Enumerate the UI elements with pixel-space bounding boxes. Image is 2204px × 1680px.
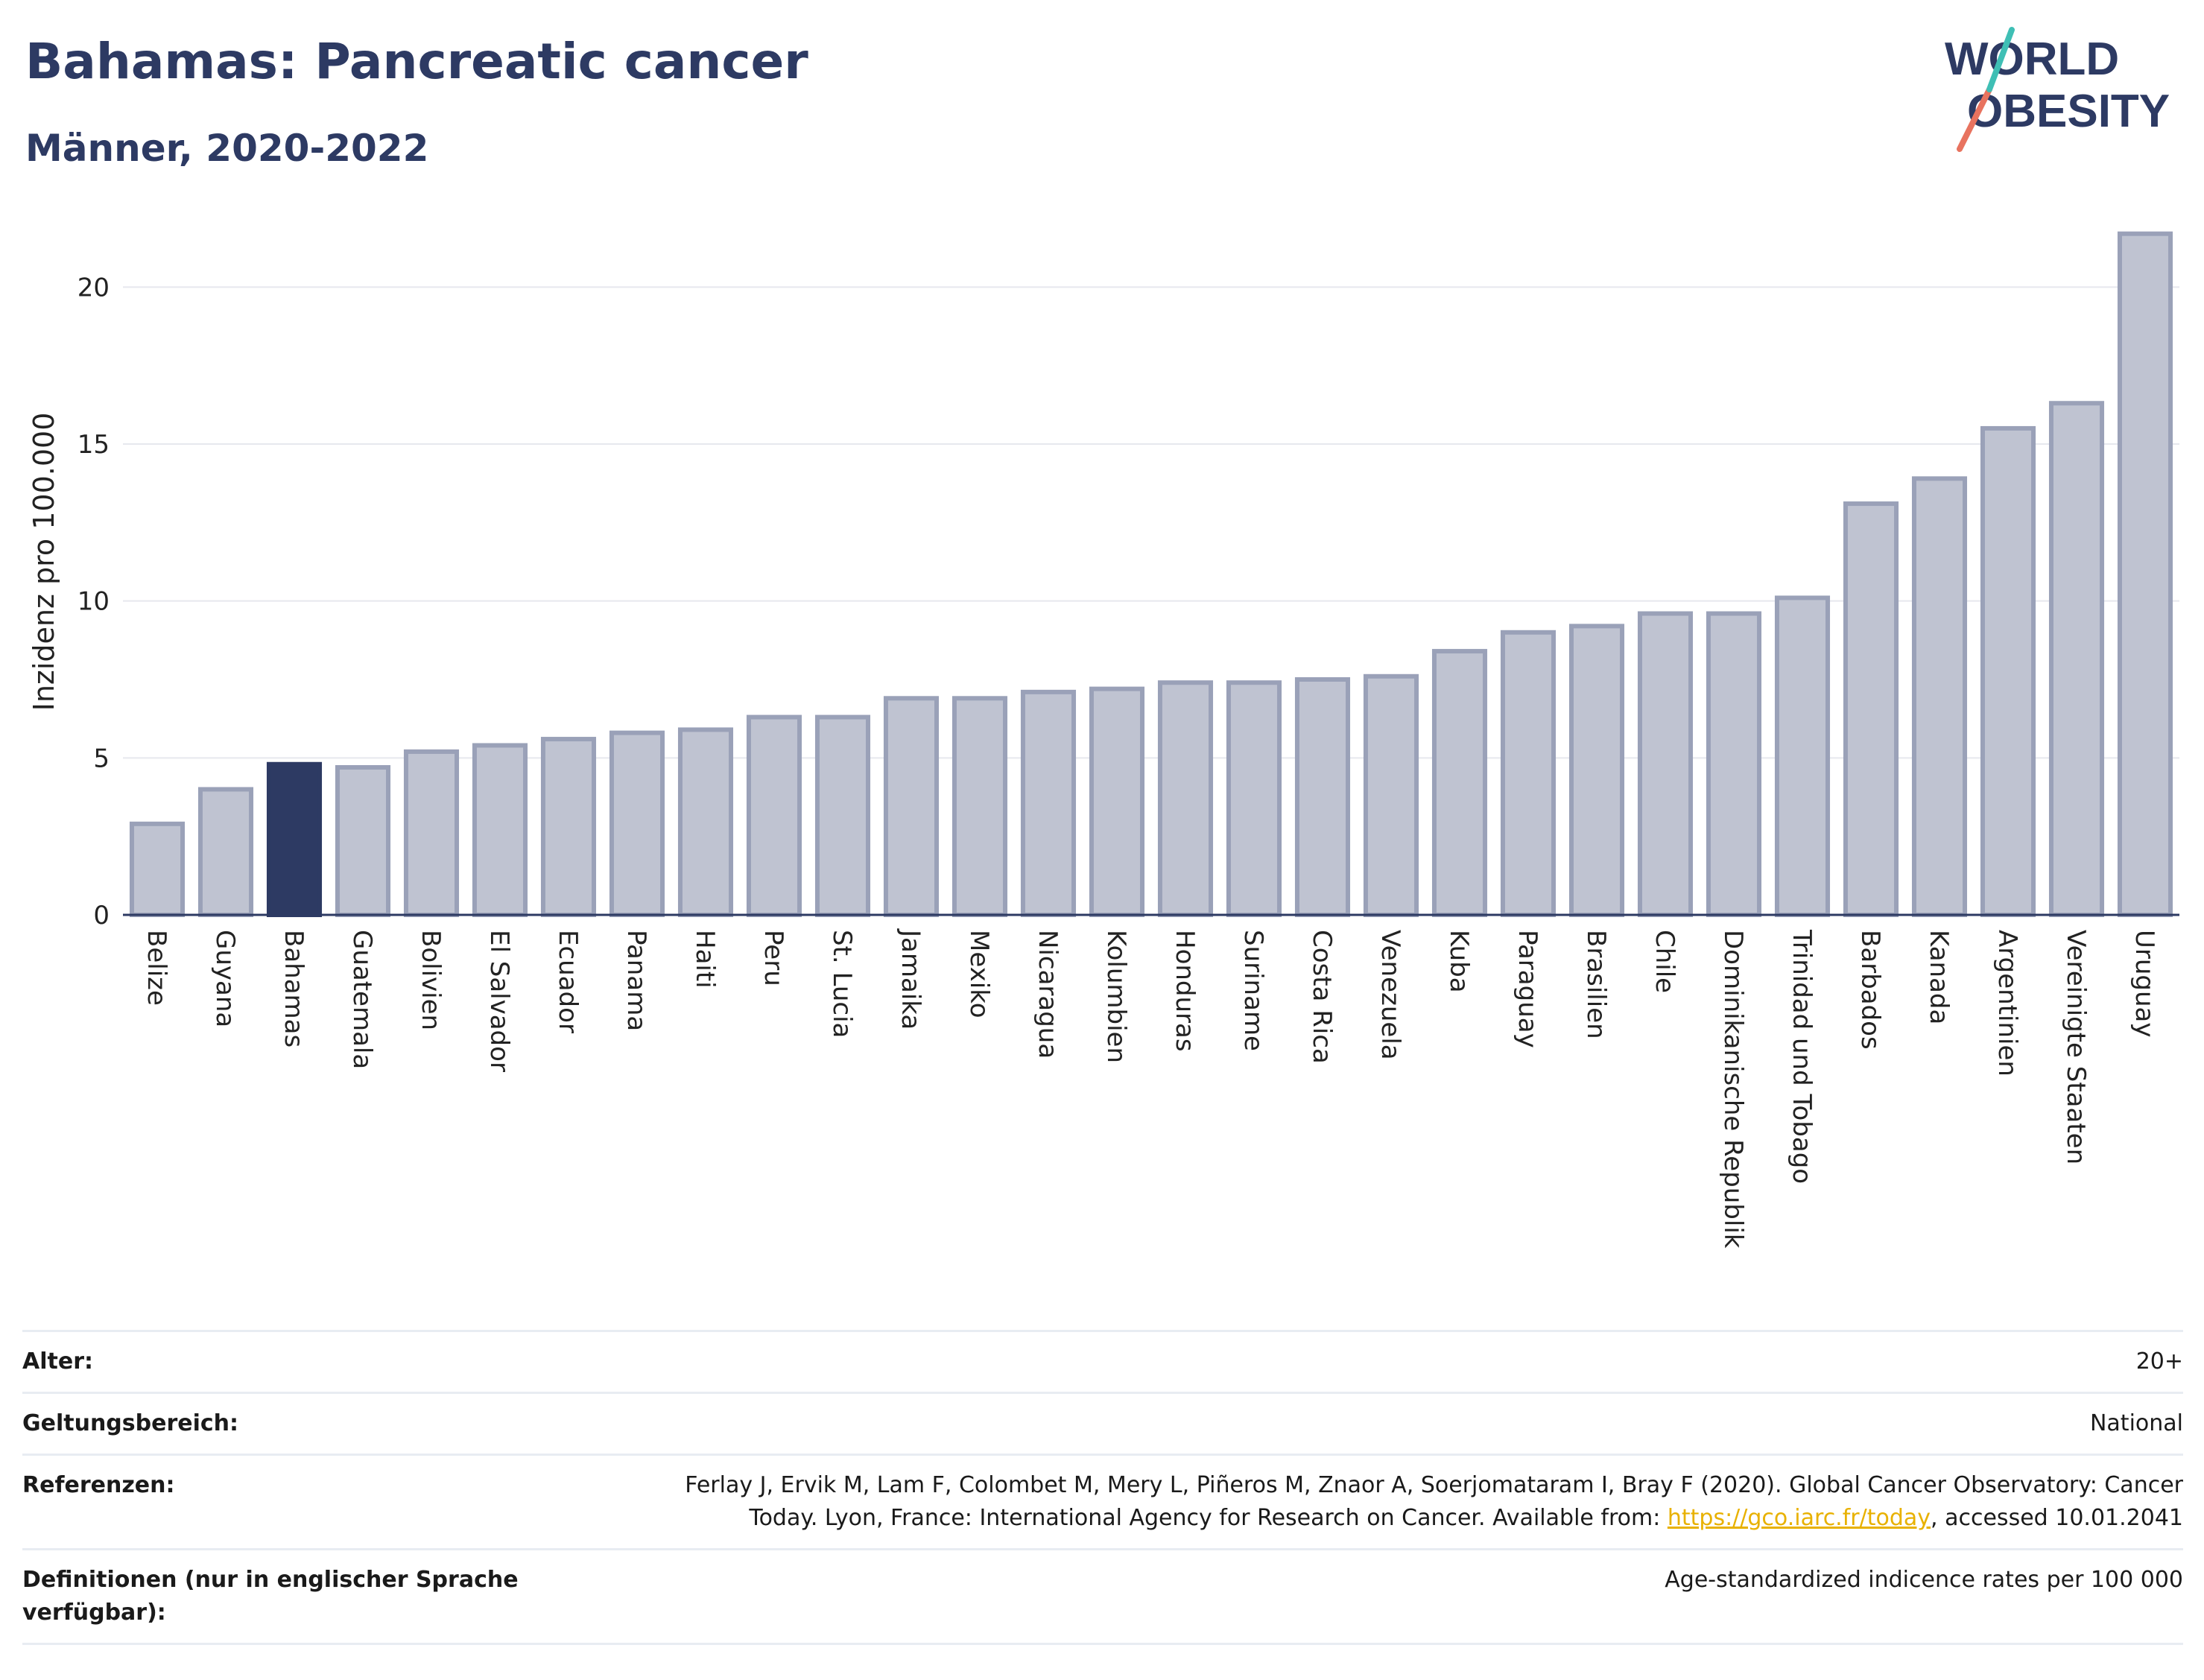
y-tick-label: 20 — [77, 273, 110, 302]
bar-venezuela — [1363, 673, 1419, 918]
bar-chile — [1637, 611, 1694, 918]
bar-vereinigte-staaten — [2048, 401, 2105, 917]
bar-kanada — [1911, 476, 1968, 917]
bar-mexiko — [951, 696, 1008, 918]
meta-label: Definitionen (nur in englischer Sprache … — [22, 1567, 519, 1626]
bar-trinidad-und-tobago — [1774, 595, 1831, 917]
bar-argentinien — [1980, 425, 2036, 917]
bar-uruguay — [2117, 231, 2173, 917]
bar-peru — [746, 714, 802, 917]
meta-value: Age-standardized indicence rates per 100… — [1665, 1567, 2183, 1593]
bar-belize — [129, 821, 186, 918]
bar-haiti — [677, 727, 734, 917]
x-tick-label: Chile — [1650, 930, 1679, 993]
bar-guatemala — [335, 764, 391, 918]
bar-kolumbien — [1089, 686, 1145, 917]
x-tick-label: Suriname — [1238, 930, 1268, 1051]
x-tick-label: Paraguay — [1513, 930, 1542, 1048]
y-axis-label: Inzidenz pro 100.000 — [28, 413, 60, 711]
reference-link[interactable]: https://gco.iarc.fr/today — [1667, 1505, 1931, 1531]
bar-ecuador — [540, 737, 597, 918]
bar-guyana — [197, 787, 254, 918]
x-tick-label: Panama — [621, 930, 651, 1031]
x-tick-label: Nicaragua — [1033, 930, 1063, 1059]
bar-barbados — [1843, 501, 1899, 917]
x-tick-label: Peru — [759, 930, 788, 986]
bar-honduras — [1157, 680, 1214, 917]
bar-costa-rica — [1294, 677, 1351, 917]
page-title: Bahamas: Pancreatic cancer — [25, 33, 808, 90]
meta-row-age: Alter: 20+ — [22, 1330, 2183, 1392]
world-obesity-logo: WORLD OBESITY — [1945, 27, 2170, 152]
x-tick-label: Dominikanische Republik — [1718, 930, 1748, 1249]
x-tick-label: Trinidad und Tobago — [1787, 929, 1817, 1184]
svg-text:WORLD: WORLD — [1945, 34, 2119, 85]
bar-panama — [609, 730, 665, 917]
x-tick-label: Ecuador — [553, 930, 583, 1033]
bar-nicaragua — [1020, 689, 1077, 917]
y-tick-label: 5 — [93, 744, 110, 773]
x-tick-label: Bahamas — [279, 930, 308, 1047]
meta-label: Alter: — [22, 1348, 93, 1375]
reference-text: Ferlay J, Ervik M, Lam F, Colombet M, Me… — [685, 1472, 2183, 1531]
x-tick-label: Kanada — [1924, 930, 1954, 1024]
bar-st-lucia — [814, 714, 871, 917]
bar-bahamas — [266, 761, 323, 918]
bar-bolivien — [403, 749, 460, 918]
x-tick-label: Argentinien — [1992, 930, 2022, 1077]
y-tick-label: 0 — [93, 901, 110, 931]
meta-label: Referenzen: — [22, 1472, 175, 1498]
bar-kuba — [1431, 649, 1488, 918]
x-tick-label: Barbados — [1855, 930, 1885, 1050]
x-tick-label: Uruguay — [2129, 930, 2159, 1038]
page-subtitle: Männer, 2020-2022 — [25, 127, 429, 170]
meta-row-references: Referenzen: Ferlay J, Ervik M, Lam F, Co… — [22, 1454, 2183, 1548]
svg-text:OBESITY: OBESITY — [1967, 86, 2170, 137]
meta-value: 20+ — [2135, 1348, 2183, 1375]
bar-brasilien — [1568, 624, 1625, 918]
x-tick-label: Venezuela — [1375, 930, 1405, 1060]
bar-chart: 0 5 10 15 20 Inzidenz pro 100.000 Belize Guyana… — [28, 231, 2179, 1249]
meta-row-definitions: Definitionen (nur in englischer Sprache … — [22, 1548, 2183, 1645]
x-tick-label: St. Lucia — [827, 930, 857, 1038]
meta-row-scope: Geltungsbereich: National — [22, 1392, 2183, 1454]
x-tick-label: Jamaika — [896, 928, 925, 1030]
x-tick-label: Vereinigte Staaten — [2061, 930, 2091, 1164]
meta-value: National — [2089, 1410, 2183, 1436]
bar-dominikanische-republik — [1706, 611, 1762, 918]
bar-suriname — [1226, 680, 1282, 917]
x-tick-label: Guyana — [210, 930, 240, 1027]
x-tick-label: Honduras — [1170, 930, 1200, 1052]
x-tick-label: Haiti — [690, 930, 720, 989]
x-tick-label: Mexiko — [964, 930, 994, 1018]
reference-accessed: , accessed 10.01.2041 — [1931, 1505, 2183, 1531]
x-tick-label: El Salvador — [484, 930, 514, 1072]
bar-paraguay — [1500, 630, 1557, 917]
x-tick-label: Brasilien — [1581, 930, 1611, 1039]
meta-value: Ferlay J, Ervik M, Lam F, Colombet M, Me… — [618, 1469, 2183, 1535]
bar-jamaika — [883, 696, 940, 918]
y-tick-label: 10 — [77, 587, 110, 617]
x-tick-label: Guatemala — [347, 930, 377, 1069]
x-tick-label: Costa Rica — [1307, 930, 1337, 1064]
meta-label: Geltungsbereich: — [22, 1410, 239, 1436]
x-tick-label: Kolumbien — [1101, 930, 1131, 1063]
x-tick-label: Bolivien — [416, 930, 446, 1030]
metadata-table: Alter: 20+ Geltungsbereich: National Ref… — [22, 1330, 2183, 1645]
x-tick-label: Belize — [142, 930, 171, 1006]
x-tick-label: Kuba — [1444, 930, 1474, 993]
y-tick-label: 15 — [77, 430, 110, 460]
bar-el-salvador — [472, 743, 528, 917]
